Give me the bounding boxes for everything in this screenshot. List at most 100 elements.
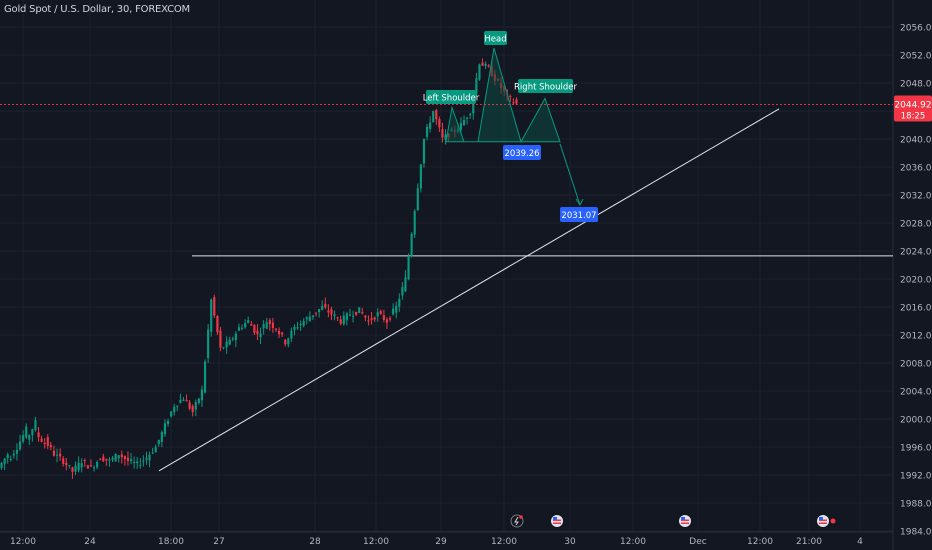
y-tick-label: 2000.00	[900, 416, 932, 426]
candle-body	[145, 457, 148, 460]
candle-body	[416, 188, 419, 211]
candle-body	[225, 341, 228, 348]
candle-body	[407, 256, 410, 280]
flash-icon[interactable]	[510, 514, 524, 528]
candle-body	[296, 327, 299, 329]
candle-body	[268, 320, 271, 325]
candle-body	[345, 313, 348, 321]
flag-stripe	[819, 519, 827, 521]
head-and-shoulders-pattern[interactable]	[445, 47, 561, 144]
candle-body	[96, 461, 99, 468]
candle-body	[179, 399, 182, 403]
candle-body	[413, 211, 416, 235]
candle-body	[160, 432, 163, 442]
candle-body	[114, 453, 117, 462]
candle-body	[117, 455, 120, 459]
candle-body	[170, 411, 173, 417]
candle-body	[515, 99, 518, 104]
candle-body	[330, 309, 333, 315]
candle-body	[197, 398, 200, 404]
left-shoulder-label: Left Shoulder	[423, 94, 480, 104]
candle-body	[102, 456, 105, 462]
candle-body	[126, 457, 130, 462]
candle-body	[12, 453, 15, 456]
left-shoulder-label-bg[interactable]	[426, 90, 476, 104]
candle-body	[6, 454, 9, 459]
target-2-label-bg[interactable]	[560, 207, 598, 222]
trendline[interactable]	[158, 108, 780, 472]
candle-body	[459, 122, 463, 130]
candle-body	[25, 426, 28, 438]
candle-body	[395, 305, 398, 313]
candle-body	[253, 324, 256, 333]
right-shoulder-label-bg[interactable]	[518, 79, 573, 93]
candle-body	[425, 126, 429, 137]
candle-body	[31, 429, 34, 436]
x-tick-label: 29	[435, 537, 447, 547]
candle-body	[321, 305, 324, 310]
x-tick-label: 12:00	[620, 537, 646, 547]
candle-body	[234, 333, 237, 341]
candle-body	[71, 467, 74, 472]
candle-body	[176, 405, 179, 407]
candle-body	[367, 320, 370, 322]
candle-body	[441, 129, 444, 138]
candle-body	[68, 465, 71, 467]
candle-body	[435, 110, 438, 120]
candle-body	[3, 458, 6, 464]
candle-body	[123, 456, 126, 460]
candle-body	[512, 102, 515, 104]
x-tick-label: 21:00	[796, 537, 822, 547]
projection-arrow[interactable]	[559, 143, 581, 206]
candle-body	[52, 450, 56, 456]
candle-body	[327, 310, 330, 313]
flag-stripe	[681, 522, 689, 524]
candle-body	[281, 332, 284, 335]
candle-body	[62, 458, 65, 464]
candle-body	[9, 459, 12, 461]
chart-title: Gold Spot / U.S. Dollar, 30, FOREXCOM	[4, 4, 190, 15]
candle-body	[462, 120, 466, 126]
candle-body	[37, 432, 40, 438]
candle-body	[40, 438, 43, 442]
candle-body	[154, 446, 157, 453]
candle-body	[80, 463, 83, 468]
candle-body	[376, 312, 379, 317]
candle-body	[284, 339, 287, 345]
candle-body	[34, 420, 37, 430]
candle-body	[15, 449, 19, 454]
y-tick-label: 2056.00	[900, 24, 932, 34]
y-tick-label: 2052.00	[900, 52, 932, 62]
candle-body	[422, 138, 426, 164]
y-tick-label: 1992.00	[900, 472, 932, 482]
candle-body	[222, 347, 225, 349]
current-price-box[interactable]	[894, 95, 932, 122]
candle-body	[92, 467, 96, 469]
candle-body	[247, 319, 250, 323]
candle-body	[469, 114, 472, 116]
candle-body	[163, 423, 167, 435]
candle-body	[194, 402, 197, 410]
candle-body	[318, 309, 321, 313]
candle-body	[348, 314, 352, 316]
candle-body	[18, 441, 22, 450]
x-tick-label: 12:00	[747, 537, 773, 547]
head-label-bg[interactable]	[484, 31, 507, 45]
candle-body	[293, 326, 296, 331]
candle-body	[182, 399, 185, 401]
candle-body	[43, 442, 46, 445]
flag-canton	[553, 517, 557, 520]
y-tick-label: 1988.00	[900, 500, 932, 510]
candle-body	[210, 299, 213, 332]
x-tick-label: 12:00	[10, 537, 36, 547]
candle-body	[438, 118, 441, 128]
x-tick-label: 27	[213, 537, 224, 547]
candle-body	[133, 462, 136, 464]
candle-body	[419, 164, 422, 189]
candle-body	[74, 465, 77, 472]
candle-body	[207, 329, 210, 359]
candle-body	[398, 298, 401, 307]
target-1-label-bg[interactable]	[503, 145, 541, 160]
candle-body	[86, 465, 89, 469]
